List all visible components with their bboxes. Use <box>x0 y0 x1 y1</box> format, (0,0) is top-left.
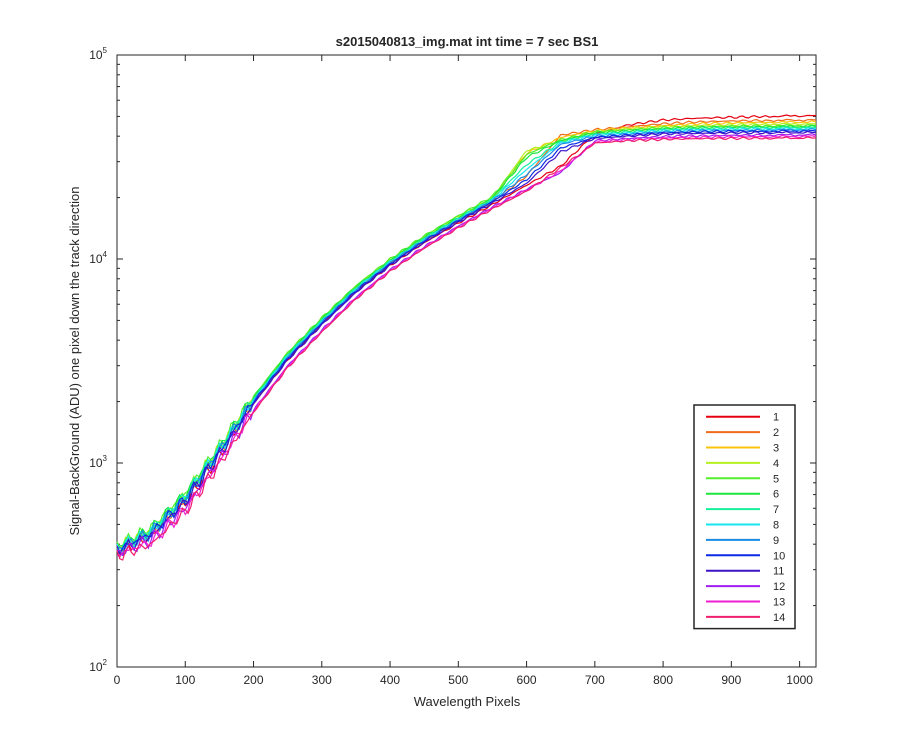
legend-label-13: 13 <box>773 597 785 609</box>
x-tick-label: 1000 <box>786 673 813 687</box>
legend-label-4: 4 <box>773 458 779 470</box>
chart-title: s2015040813_img.mat int time = 7 sec BS1 <box>336 34 599 49</box>
y-tick-label: 103 <box>89 454 107 470</box>
legend-label-12: 12 <box>773 581 785 593</box>
legend-label-10: 10 <box>773 550 785 562</box>
legend-label-5: 5 <box>773 473 779 485</box>
y-axis-title: Signal-BackGround (ADU) one pixel down t… <box>67 186 82 535</box>
x-tick-label: 300 <box>312 673 332 687</box>
series-line-14 <box>116 136 816 561</box>
y-tick-label: 102 <box>89 658 107 674</box>
legend-label-1: 1 <box>773 412 779 424</box>
x-tick-label: 0 <box>114 673 121 687</box>
legend-label-3: 3 <box>773 443 779 455</box>
y-tick-label: 105 <box>89 46 107 62</box>
x-axis-title: Wavelength Pixels <box>414 694 521 709</box>
legend-label-6: 6 <box>773 489 779 501</box>
legend-label-14: 14 <box>773 612 785 624</box>
y-tick-label: 104 <box>89 250 107 266</box>
x-tick-label: 600 <box>517 673 537 687</box>
x-tick-label: 500 <box>448 673 468 687</box>
axis-ticks: 0 100 200 300 400 500 600 700 800 900 100010210310… <box>89 46 816 687</box>
x-tick-label: 100 <box>175 673 195 687</box>
series-line-5 <box>116 123 817 551</box>
legend-label-8: 8 <box>773 520 779 532</box>
legend-box <box>693 404 796 630</box>
series-line-11 <box>116 130 816 557</box>
x-tick-label: 800 <box>653 673 673 687</box>
x-tick-label: 400 <box>380 673 400 687</box>
x-tick-label: 900 <box>721 673 741 687</box>
x-tick-label: 700 <box>585 673 605 687</box>
legend-label-7: 7 <box>773 504 779 516</box>
series-line-8 <box>116 127 817 554</box>
series-lines <box>116 114 817 561</box>
legend-label-9: 9 <box>773 535 779 547</box>
x-tick-label: 200 <box>244 673 264 687</box>
legend-label-11: 11 <box>773 566 784 578</box>
legend-label-2: 2 <box>773 427 779 439</box>
